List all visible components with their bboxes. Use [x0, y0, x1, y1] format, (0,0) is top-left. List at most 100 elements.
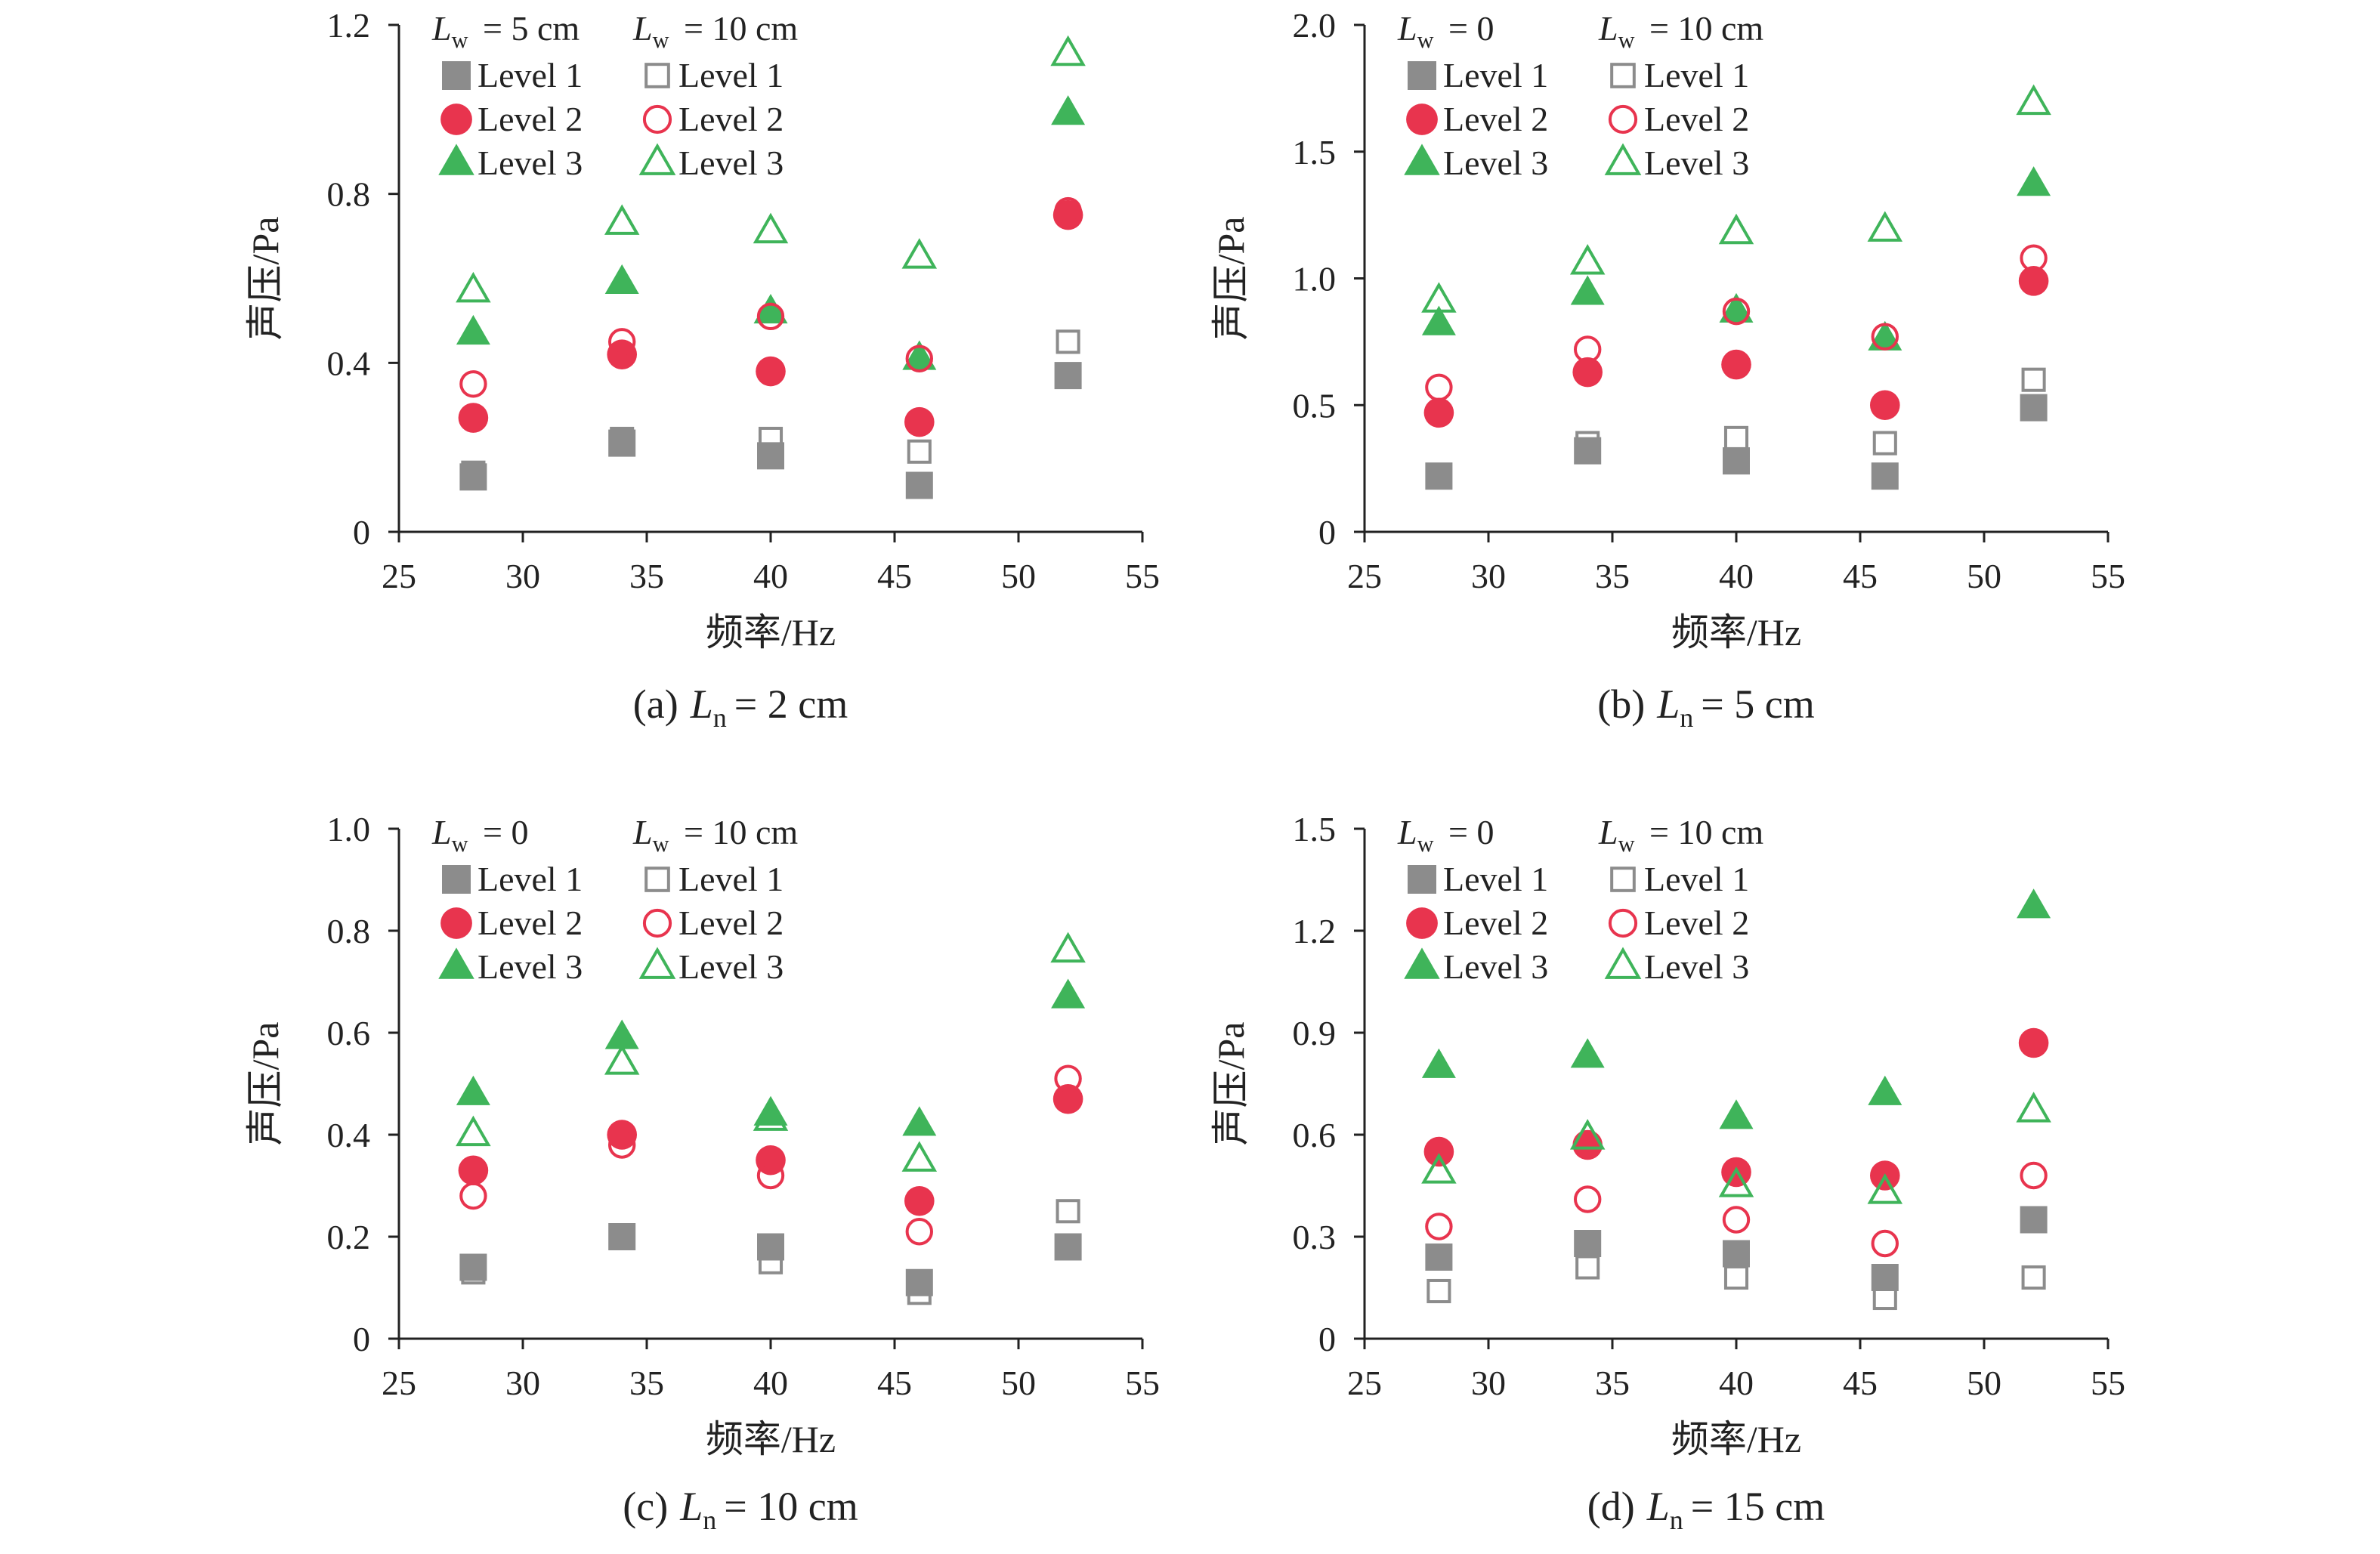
data-point [1723, 1265, 1749, 1290]
legend-label: Level 3 [1644, 144, 1749, 182]
x-tick-label: 50 [1001, 1364, 1036, 1402]
legend-label: Level 1 [1644, 56, 1749, 94]
data-point [1426, 1278, 1451, 1304]
x-tick-label: 40 [753, 557, 788, 595]
data-point [1870, 390, 1900, 421]
data-point [1052, 199, 1083, 230]
legend-label: Level 2 [678, 100, 784, 138]
data-point [1423, 397, 1454, 428]
legend-marker-level-2-hollow [1608, 104, 1638, 134]
series-level-3-hollow [456, 35, 1086, 303]
data-point [753, 1100, 789, 1131]
legend-marker-level-1-hollow [1610, 63, 1636, 88]
data-point [758, 426, 784, 452]
y-tick-label: 0.3 [1293, 1218, 1337, 1256]
y-tick-label: 0.9 [1293, 1014, 1337, 1052]
data-point [1574, 437, 1602, 465]
x-tick-label: 45 [1843, 1364, 1878, 1402]
data-point [1425, 1244, 1453, 1271]
x-tick-label: 55 [1125, 557, 1160, 595]
x-tick-label: 55 [1125, 1364, 1160, 1402]
series-level-1-filled [459, 362, 1082, 499]
data-point [1056, 329, 1080, 354]
legend-marker-level-2-filled [1406, 103, 1438, 135]
legend-marker-level-1-hollow [644, 867, 670, 892]
series-level-1-hollow [461, 329, 1080, 485]
data-point [1718, 213, 1754, 245]
data-point [904, 1185, 935, 1216]
data-point [1050, 35, 1086, 66]
series-level-2-filled [1423, 266, 2049, 428]
y-tick-label: 0.6 [1293, 1116, 1337, 1154]
data-point [1574, 1230, 1602, 1257]
data-point [456, 1075, 490, 1105]
data-point [456, 271, 491, 303]
data-point [608, 1223, 636, 1250]
y-tick-label: 0.6 [327, 1014, 371, 1052]
legend-marker-level-3-hollow [1604, 143, 1642, 175]
y-tick-label: 0.4 [327, 344, 371, 382]
data-point [604, 1019, 639, 1049]
data-point [1052, 1083, 1083, 1114]
data-point [1426, 464, 1451, 489]
y-tick-label: 1.0 [327, 810, 371, 848]
data-point [1054, 196, 1082, 225]
data-point [905, 344, 934, 372]
legend-label: Level 3 [678, 144, 784, 182]
y-tick-label: 0.8 [327, 175, 371, 214]
data-point [1425, 373, 1453, 401]
chart-panel-c: 25 30 35 40 45 50 55 0 0.2 0.4 0.6 0.8 1.0 频率/Hz 声压/Pa… [244, 810, 1160, 1535]
series-level-3-filled [456, 95, 1086, 370]
series-level-3-hollow [1421, 1092, 2051, 1204]
legend-marker-level-3-hollow [638, 947, 676, 979]
legend-marker-level-2-filled [440, 103, 472, 135]
data-point [1867, 1173, 1903, 1204]
data-point [459, 370, 487, 398]
data-point [756, 302, 785, 331]
legend-label: Level 2 [478, 100, 583, 138]
y-tick-label: 0.8 [327, 912, 371, 950]
x-tick-label: 50 [1967, 1364, 2001, 1402]
data-point [608, 429, 636, 457]
data-point [1051, 95, 1086, 125]
series-level-3-hollow [1421, 84, 2051, 313]
legend-marker-level-2-filled [1406, 907, 1438, 939]
legend-label: Level 1 [1644, 860, 1749, 898]
data-point [1868, 320, 1902, 351]
x-tick-label: 25 [382, 557, 416, 595]
legend-label: Level 3 [478, 947, 583, 986]
legend-group-header: Lw = 5 cm [431, 9, 580, 53]
data-point [757, 1233, 784, 1261]
data-point [1051, 978, 1086, 1009]
data-point [1723, 447, 1750, 475]
series-level-3-filled [1421, 888, 2051, 1129]
data-point [456, 314, 490, 345]
legend-marker-level-1-filled [442, 61, 471, 90]
data-point [1719, 292, 1754, 323]
series-level-1-hollow [1426, 367, 2046, 489]
data-point [604, 1044, 640, 1075]
y-tick-label: 0 [1318, 1320, 1336, 1358]
legend-marker-level-3-filled [438, 144, 474, 175]
data-point [756, 356, 786, 387]
x-tick-label: 35 [1595, 557, 1630, 595]
data-point [1570, 1038, 1605, 1068]
legend-marker-level-3-hollow [638, 143, 676, 175]
legend-group-header: Lw = 0 [431, 813, 528, 857]
series-level-2-hollow [1425, 1161, 2048, 1258]
legend-marker-level-1-hollow [1610, 867, 1636, 892]
legend-group-header: Lw = 10 cm [1598, 813, 1763, 857]
x-tick-label: 25 [1347, 557, 1382, 595]
x-tick-label: 40 [1719, 1364, 1754, 1402]
data-point [1054, 1233, 1082, 1261]
legend-group-header: Lw = 0 [1397, 813, 1494, 857]
legend-marker-level-1-hollow [644, 63, 670, 88]
legend-label: Level 2 [1644, 904, 1749, 942]
series-level-1-filled [459, 1223, 1082, 1296]
data-point [459, 1182, 487, 1210]
x-axis-label: 频率/Hz [706, 611, 836, 653]
data-point [756, 1161, 785, 1190]
y-tick-label: 1.2 [327, 6, 371, 45]
